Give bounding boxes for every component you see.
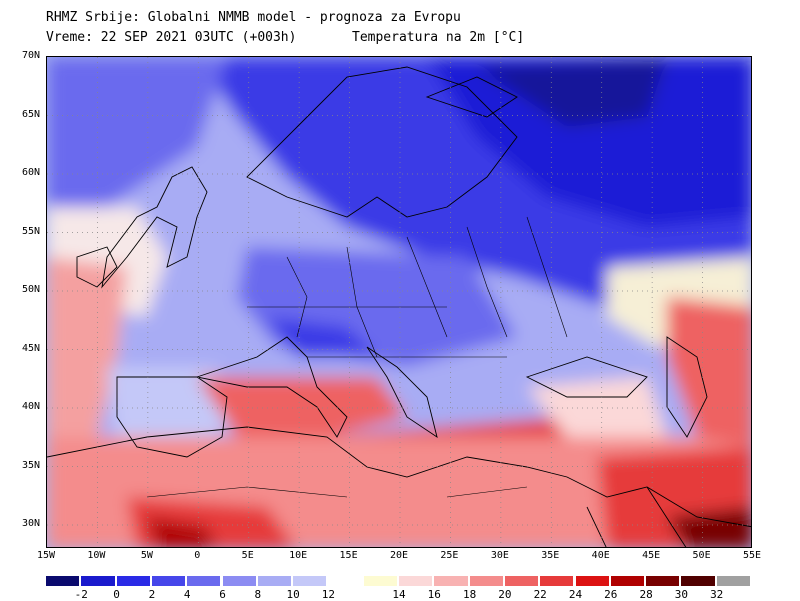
legend-swatch bbox=[434, 576, 468, 586]
lon-label: 45E bbox=[642, 550, 661, 561]
legend-label: 26 bbox=[604, 588, 618, 601]
legend-label: 18 bbox=[462, 588, 477, 601]
map-canvas bbox=[47, 57, 751, 547]
legend-label: 20 bbox=[498, 588, 512, 601]
legend-swatch bbox=[399, 576, 433, 586]
legend-label: -2 bbox=[74, 588, 88, 601]
lon-label: 20E bbox=[389, 550, 409, 561]
lon-label: 55E bbox=[742, 550, 762, 561]
legend-label: 14 bbox=[392, 588, 406, 601]
legend-swatch bbox=[46, 576, 80, 586]
lon-label: 10W bbox=[87, 550, 106, 561]
lat-label: 70N bbox=[21, 50, 40, 61]
lat-label: 65N bbox=[21, 108, 40, 120]
lat-label: 60N bbox=[21, 167, 40, 178]
borders bbox=[146, 216, 568, 498]
temperature-map bbox=[46, 56, 752, 548]
legend-label: 2 bbox=[148, 588, 156, 601]
legend-label: 8 bbox=[254, 588, 262, 601]
legend-label: 10 bbox=[286, 588, 300, 601]
legend-swatch bbox=[257, 576, 292, 586]
legend-swatch bbox=[646, 576, 680, 586]
coastlines bbox=[47, 66, 751, 547]
lat-label: 40N bbox=[21, 401, 40, 412]
legend-swatch bbox=[116, 576, 150, 586]
lat-label: 35N bbox=[21, 459, 40, 471]
legend-swatch bbox=[363, 576, 397, 586]
legend-swatch bbox=[151, 576, 186, 586]
lon-label: 35E bbox=[541, 550, 560, 561]
legend-swatch bbox=[187, 576, 221, 586]
color-legend bbox=[46, 576, 752, 586]
legend-label: 32 bbox=[710, 588, 724, 601]
lon-label: 30E bbox=[490, 550, 509, 561]
legend-label: 0 bbox=[113, 588, 120, 601]
legend-swatch bbox=[504, 576, 539, 586]
legend-label: 6 bbox=[219, 588, 226, 601]
lon-label: 5E bbox=[241, 550, 254, 561]
variable-label: Temperatura na 2m [°C] bbox=[352, 30, 525, 45]
lon-label: 50E bbox=[692, 550, 711, 561]
lat-label: 30N bbox=[21, 518, 40, 529]
legend-label: 28 bbox=[639, 588, 653, 601]
temperature-field bbox=[47, 57, 751, 547]
lon-label: 5W bbox=[140, 550, 153, 561]
legend-swatch bbox=[681, 576, 715, 586]
lat-label: 55N bbox=[21, 225, 40, 237]
lon-label: 40E bbox=[591, 550, 610, 561]
legend-label: 12 bbox=[321, 588, 336, 601]
lat-label: 50N bbox=[21, 284, 40, 295]
lon-label: 15E bbox=[339, 550, 358, 561]
legend-label: 30 bbox=[674, 588, 689, 601]
lon-label: 0 bbox=[194, 550, 201, 561]
legend-label: 22 bbox=[533, 588, 547, 601]
legend-label: 4 bbox=[183, 588, 191, 601]
legend-swatch bbox=[293, 576, 327, 586]
legend-swatch bbox=[540, 576, 574, 586]
legend-swatch bbox=[222, 576, 256, 586]
lon-label: 25E bbox=[440, 550, 459, 561]
lat-lon-grid bbox=[47, 57, 751, 547]
legend-label: 24 bbox=[568, 588, 583, 601]
legend-swatch bbox=[610, 576, 645, 586]
legend-swatch bbox=[328, 576, 362, 586]
lon-label: 10E bbox=[289, 550, 308, 561]
legend-swatch bbox=[575, 576, 609, 586]
lon-label: 15W bbox=[36, 550, 56, 561]
map-title: RHMZ Srbije: Globalni NMMB model - progn… bbox=[46, 10, 461, 25]
legend-swatch bbox=[81, 576, 115, 586]
forecast-time: Vreme: 22 SEP 2021 03UTC (+003h) bbox=[46, 30, 297, 45]
legend-swatch bbox=[469, 576, 503, 586]
legend-label: 16 bbox=[427, 588, 441, 601]
lat-label: 45N bbox=[21, 342, 40, 354]
legend-swatch bbox=[716, 576, 750, 586]
